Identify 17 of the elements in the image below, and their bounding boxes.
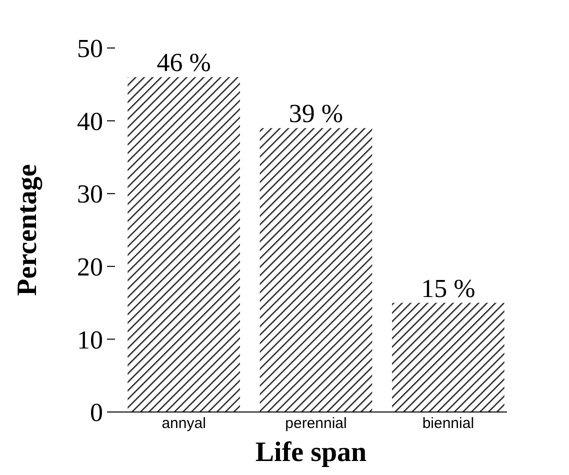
y-tick-label: 20	[77, 252, 103, 282]
bar	[392, 302, 504, 412]
y-axis-title: Percentage	[12, 164, 43, 296]
y-tick-label: 0	[90, 398, 103, 428]
data-label: 46 %	[156, 48, 211, 78]
data-label: 15 %	[421, 274, 476, 303]
y-tick-label: 40	[77, 106, 103, 136]
bar	[260, 128, 372, 412]
x-tick-label: biennial	[422, 415, 474, 432]
y-tick-label: 50	[77, 34, 103, 64]
x-axis-title: Life span	[255, 437, 368, 468]
data-label: 39 %	[288, 99, 344, 128]
x-tick-label: annyal	[162, 415, 206, 432]
bar	[128, 77, 240, 412]
x-tick-label: perennial	[285, 415, 347, 432]
y-tick-label: 10	[77, 325, 103, 354]
y-tick-label: 30	[77, 180, 103, 209]
